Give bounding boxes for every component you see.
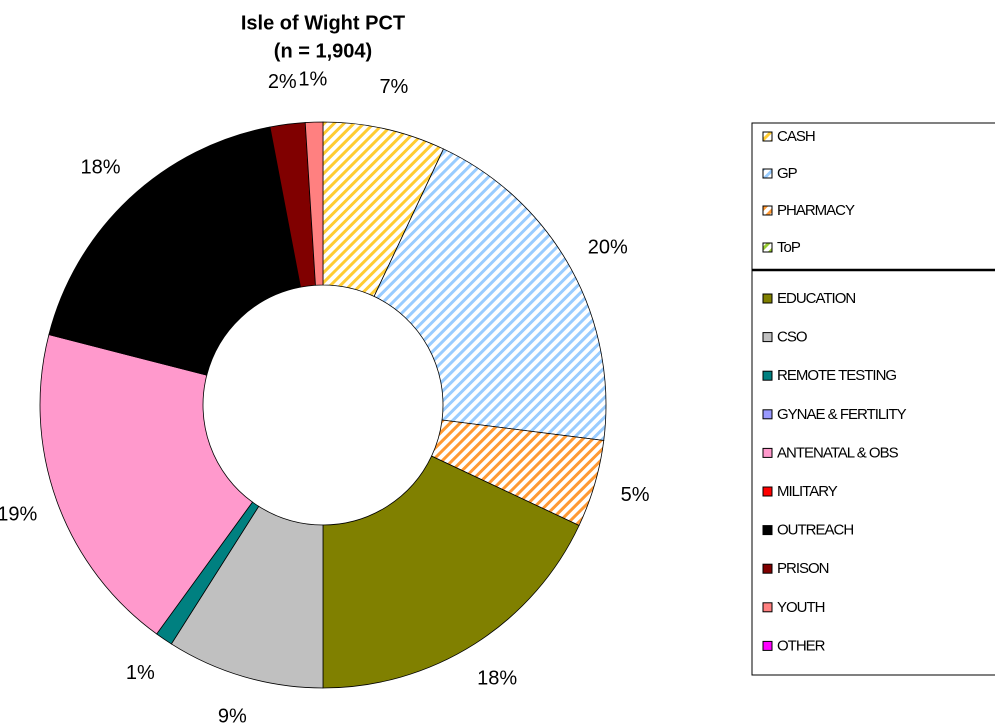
- legend-swatch: [762, 409, 773, 420]
- legend-label: GYNAE & FERTILITY: [777, 406, 907, 423]
- legend-swatch: [762, 640, 773, 651]
- legend-label: REMOTE TESTING: [777, 367, 896, 384]
- legend-label: ToP: [777, 239, 801, 256]
- data-label: 7%: [379, 76, 408, 98]
- legend-label: PHARMACY: [777, 202, 855, 219]
- data-label: 5%: [621, 484, 650, 506]
- data-label: 18%: [477, 668, 517, 690]
- donut-segment: [373, 148, 607, 441]
- legend-swatch: [762, 370, 773, 381]
- legend-swatch: [762, 486, 773, 497]
- legend-swatch: [762, 168, 773, 179]
- data-label: 9%: [218, 705, 247, 727]
- legend-label: MILITARY: [777, 483, 838, 500]
- legend-swatch: [762, 563, 773, 574]
- legend-label: EDUCATION: [777, 290, 855, 307]
- donut-segment: [39, 334, 254, 635]
- data-label: 20%: [588, 237, 628, 259]
- data-label: 2%: [268, 71, 297, 93]
- donut-segment: [304, 121, 324, 286]
- donut-segment: [322, 455, 580, 689]
- legend-swatch: [762, 293, 773, 304]
- legend-label: OTHER: [777, 637, 826, 654]
- donut-segment: [48, 126, 301, 376]
- legend-swatch: [762, 602, 773, 613]
- data-label: 19%: [0, 503, 37, 525]
- data-label: 1%: [126, 662, 155, 684]
- chart-title: Isle of Wight PCT: [241, 12, 405, 34]
- legend-label: GP: [777, 165, 798, 182]
- legend-label: OUTREACH: [777, 522, 853, 539]
- legend-swatch: [762, 525, 773, 536]
- legend-swatch: [762, 131, 773, 142]
- legend-label: YOUTH: [777, 599, 825, 616]
- legend-box: [751, 122, 995, 676]
- data-label: 1%: [298, 68, 327, 90]
- chart-subtitle: (n = 1,904): [274, 40, 372, 62]
- legend-label: CSO: [777, 329, 807, 346]
- legend-swatch: [762, 332, 773, 343]
- legend-label: PRISON: [777, 560, 829, 577]
- legend-label: ANTENATAL & OBS: [777, 444, 899, 461]
- legend-swatch: [762, 205, 773, 216]
- legend-swatch: [762, 242, 773, 253]
- legend-label: CASH: [777, 128, 815, 145]
- legend-swatch: [762, 447, 773, 458]
- data-label: 18%: [81, 156, 121, 178]
